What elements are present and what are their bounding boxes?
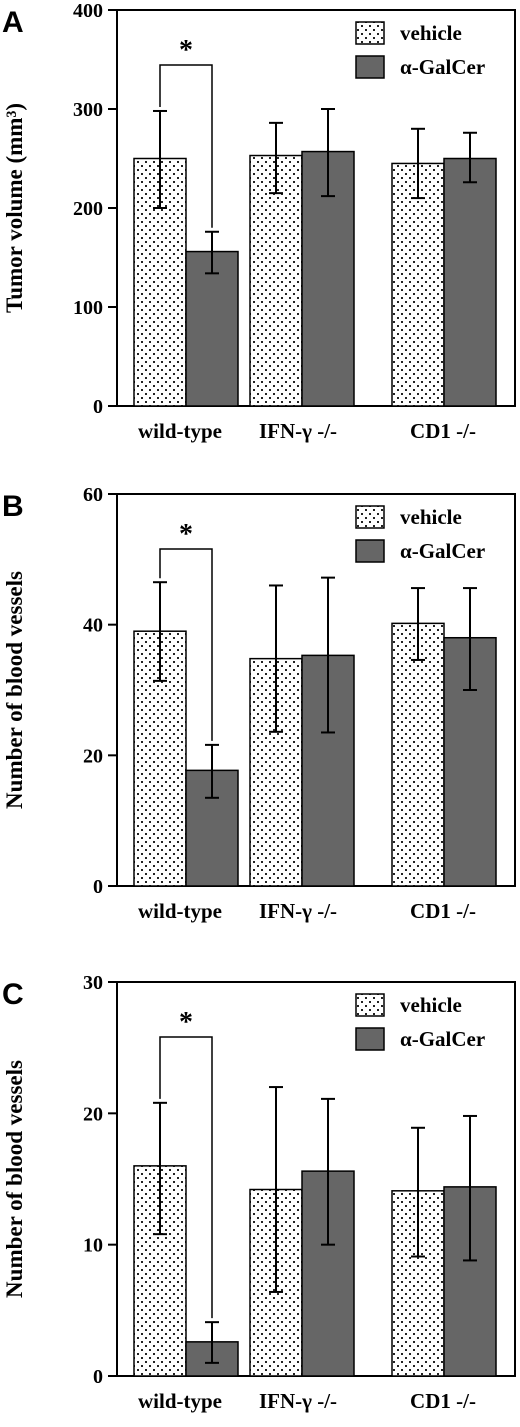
category-label: wild-type xyxy=(138,1389,222,1413)
category-label: CD1 -/- xyxy=(410,1389,476,1413)
y-tick-label: 30 xyxy=(83,972,103,994)
legend-label-vehicle: vehicle xyxy=(400,505,462,529)
significance-marker: * xyxy=(179,35,193,66)
category-label: wild-type xyxy=(138,899,222,923)
y-tick-label: 60 xyxy=(83,484,103,506)
bar-galcer xyxy=(443,157,497,407)
significance-marker: * xyxy=(179,519,193,550)
category-label: IFN-γ -/- xyxy=(259,419,337,443)
bar-vehicle xyxy=(391,162,445,407)
y-tick-label: 10 xyxy=(83,1235,103,1257)
significance-marker: * xyxy=(179,1007,193,1038)
legend-label-galcer: α-GalCer xyxy=(400,1027,485,1051)
category-label: IFN-γ -/- xyxy=(259,899,337,923)
panel-letter: B xyxy=(2,490,24,523)
chart-panel-c: C Number of blood vessels 0 10 20 30 wild-type… xyxy=(2,972,516,1413)
y-tick-label: 20 xyxy=(83,1103,103,1125)
legend-swatch-vehicle xyxy=(355,505,385,529)
y-tick-label: 20 xyxy=(83,745,103,767)
panel-letter: A xyxy=(2,6,24,39)
legend-swatch-vehicle xyxy=(355,993,385,1017)
y-tick-label: 0 xyxy=(93,396,103,418)
y-tick-label: 40 xyxy=(83,615,103,637)
y-tick-label: 0 xyxy=(93,876,103,898)
significance-bracket xyxy=(159,64,213,228)
category-label: IFN-γ -/- xyxy=(259,1389,337,1413)
bar-vehicle xyxy=(391,622,445,887)
chart-panel-b: B Number of blood vessels 0 20 40 60 wild-type… xyxy=(2,484,516,923)
panel-letter: C xyxy=(2,978,24,1011)
significance-bracket xyxy=(159,1036,213,1319)
y-tick-label: 100 xyxy=(73,297,103,319)
category-label: wild-type xyxy=(138,419,222,443)
bar-galcer xyxy=(185,250,239,407)
category-label: CD1 -/- xyxy=(410,419,476,443)
significance-bracket xyxy=(159,548,213,741)
y-axis-label: Number of blood vessels xyxy=(2,1060,27,1298)
legend: vehicle α-GalCer xyxy=(355,993,485,1051)
y-tick-label: 200 xyxy=(73,198,103,220)
category-label: CD1 -/- xyxy=(410,899,476,923)
bar-vehicle xyxy=(391,1190,445,1377)
y-tick-label: 400 xyxy=(73,0,103,22)
legend-label-galcer: α-GalCer xyxy=(400,55,485,79)
legend-swatch-galcer xyxy=(355,539,385,563)
legend-label-vehicle: vehicle xyxy=(400,993,462,1017)
y-axis-label: Tumor volume (mm³) xyxy=(2,103,27,313)
legend: vehicle α-GalCer xyxy=(355,505,485,563)
legend-label-galcer: α-GalCer xyxy=(400,539,485,563)
legend-swatch-galcer xyxy=(355,1027,385,1051)
legend: vehicle α-GalCer xyxy=(355,21,485,79)
y-axis-label: Number of blood vessels xyxy=(2,571,27,809)
legend-label-vehicle: vehicle xyxy=(400,21,462,45)
y-tick-label: 300 xyxy=(73,99,103,121)
chart-panel-a: A Tumor volume (mm³) 0 100 200 300 400 wild-typ… xyxy=(2,0,516,443)
y-tick-label: 0 xyxy=(93,1366,103,1388)
legend-swatch-galcer xyxy=(355,55,385,79)
legend-swatch-vehicle xyxy=(355,21,385,45)
